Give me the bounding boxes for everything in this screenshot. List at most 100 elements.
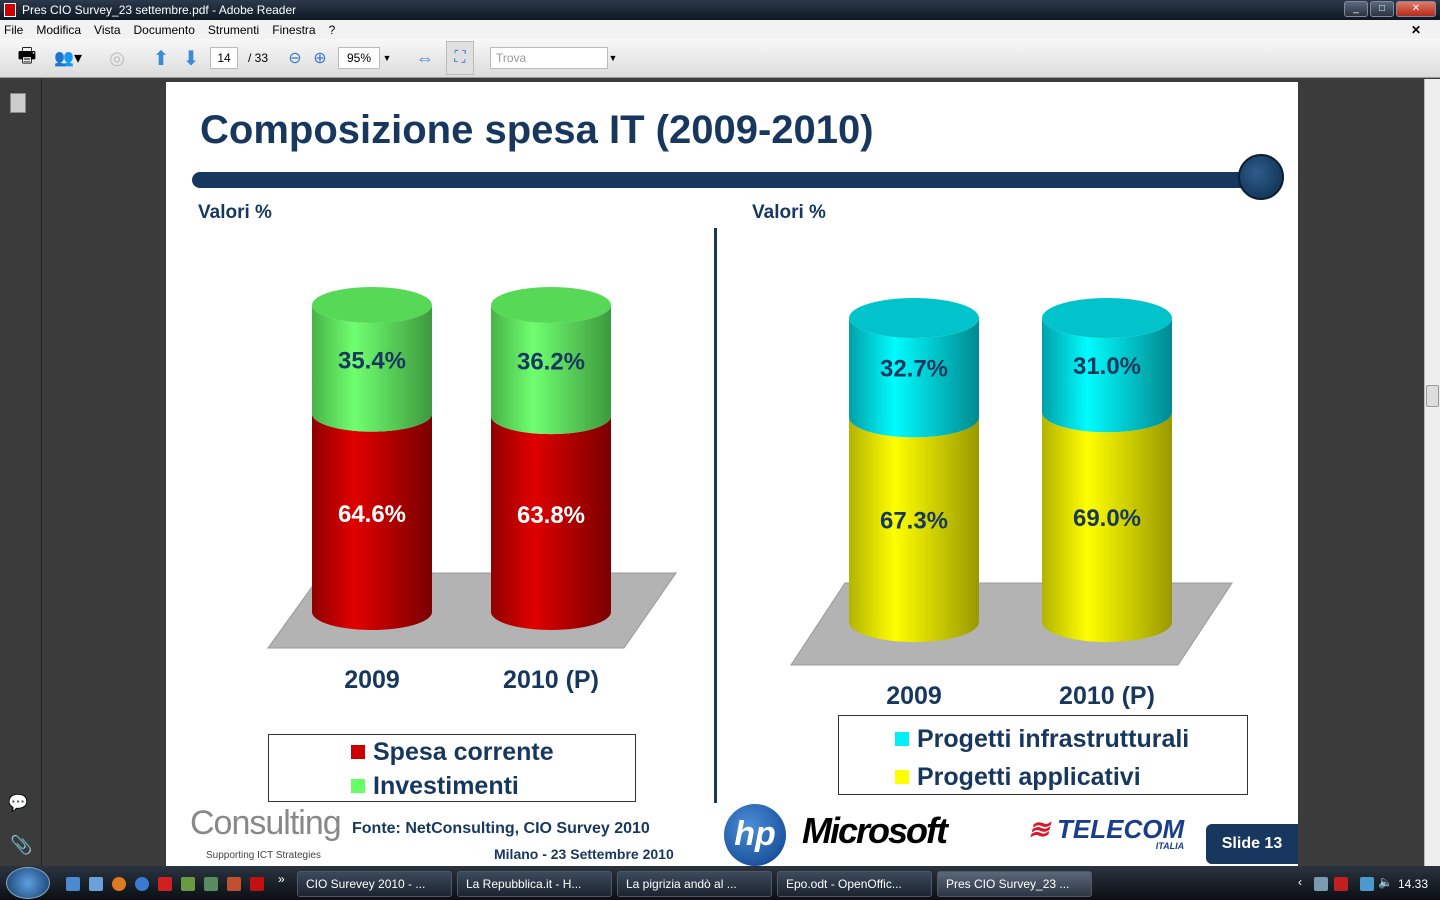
- zoom-in-icon[interactable]: ⊕: [313, 50, 327, 67]
- attachment-icon[interactable]: 📎: [10, 835, 33, 855]
- window-title: Pres CIO Survey_23 settembre.pdf - Adobe…: [22, 3, 297, 17]
- bar-segment: [312, 413, 432, 630]
- fit-width-icon[interactable]: ⇔: [416, 47, 434, 68]
- cylinder-2010-P-: 63.8% 36.2%: [491, 287, 611, 630]
- print-icon[interactable]: 🖶: [17, 45, 37, 67]
- bar-segment: [1042, 318, 1172, 433]
- next-page-icon[interactable]: ⬇: [182, 47, 200, 70]
- minimize-button[interactable]: _: [1344, 1, 1368, 17]
- legend-item: Spesa corrente: [269, 735, 635, 769]
- acrobat-icon[interactable]: [250, 877, 264, 891]
- charts-svg: 64.6% 35.4% 2009 63.8% 36.2% 2010 (P) 67.3% 32.…: [267, 287, 1233, 710]
- bar-segment: [491, 416, 611, 630]
- zoom-out-icon[interactable]: ⊖: [288, 50, 302, 67]
- task-pigrizia[interactable]: La pigrizia andò al ...: [617, 871, 772, 897]
- close-document-icon[interactable]: ✕: [1410, 22, 1421, 37]
- fit-page-icon[interactable]: ⛶: [446, 41, 474, 75]
- menu-help[interactable]: ?: [328, 22, 336, 37]
- legend-label: Progetti applicativi: [917, 762, 1141, 791]
- collaborate-icon[interactable]: ◎: [109, 47, 125, 68]
- taskbar: » CIO Surevey 2010 - ... La Repubblica.i…: [0, 866, 1440, 900]
- vertical-scrollbar[interactable]: [1424, 79, 1440, 866]
- category-label: 2010 (P): [1059, 682, 1155, 710]
- task-repubblica[interactable]: La Repubblica.it - H...: [457, 871, 612, 897]
- category-label: 2009: [344, 666, 400, 694]
- zoom-dropdown-icon[interactable]: ▼: [382, 53, 392, 63]
- menu-file[interactable]: File: [4, 22, 24, 37]
- telecom-waves-icon: ≋: [1028, 814, 1058, 844]
- task-cio-survey[interactable]: CIO Surevey 2010 - ...: [297, 871, 452, 897]
- cylinder-2010-P-: 69.0% 31.0%: [1042, 298, 1172, 642]
- title-bar-knob: [1238, 154, 1284, 200]
- impress-icon[interactable]: [227, 877, 241, 891]
- cylinder-top: [312, 287, 432, 323]
- slide-number: Slide 13: [1206, 824, 1298, 864]
- tray-expand-icon[interactable]: ‹: [1298, 875, 1302, 889]
- bar-segment: [849, 318, 979, 438]
- data-label: 69.0%: [1073, 505, 1141, 532]
- pages-icon[interactable]: [10, 93, 26, 113]
- calc-icon[interactable]: [181, 877, 195, 891]
- menu-modifica[interactable]: Modifica: [36, 22, 82, 37]
- clock: 14.33: [1397, 877, 1428, 891]
- telecom-logo-sub: ITALIA: [1155, 841, 1185, 851]
- netconsulting-logo: Consulting Supporting ICT Strategies: [190, 804, 342, 861]
- legend-item: Progetti infrastrutturali: [839, 720, 1247, 758]
- start-button[interactable]: [6, 867, 50, 899]
- legend-label: Progetti infrastrutturali: [917, 724, 1190, 753]
- task-epo-odt[interactable]: Epo.odt - OpenOffic...: [777, 871, 932, 897]
- legend-item: Progetti applicativi: [839, 758, 1247, 796]
- bar-segment: [491, 305, 611, 435]
- close-button[interactable]: ✕: [1396, 1, 1436, 17]
- right-units-label: Valori %: [752, 202, 826, 223]
- data-label: 64.6%: [338, 501, 406, 528]
- data-label: 35.4%: [338, 347, 406, 374]
- cylinder-top: [491, 287, 611, 323]
- cylinder-top: [849, 298, 979, 338]
- share-icon[interactable]: 👥▾: [54, 50, 82, 67]
- show-desktop-icon[interactable]: [66, 877, 80, 891]
- app-icon[interactable]: [158, 877, 172, 891]
- left-units-label: Valori %: [198, 202, 272, 223]
- legend-swatch: [351, 745, 365, 759]
- search-input[interactable]: Trova: [490, 47, 608, 69]
- legend-label: Spesa corrente: [373, 737, 554, 766]
- tray-icon[interactable]: [1314, 877, 1328, 891]
- menu-documento[interactable]: Documento: [133, 22, 195, 37]
- bar-segment: [849, 417, 979, 642]
- search-dropdown-icon[interactable]: ▼: [608, 53, 618, 63]
- browser-icon[interactable]: [135, 877, 149, 891]
- netconsulting-logo-text: Consulting: [190, 804, 342, 842]
- volume-icon[interactable]: 🔈: [1378, 875, 1393, 889]
- menu-finestra[interactable]: Finestra: [272, 22, 316, 37]
- legend-left: Spesa corrente Investimenti: [268, 734, 636, 802]
- maximize-button[interactable]: □: [1370, 1, 1394, 17]
- title-underline-bar: [192, 172, 1262, 188]
- tray-acrobat-icon[interactable]: [1334, 877, 1348, 891]
- zoom-input[interactable]: 95%: [338, 47, 380, 69]
- legend-swatch: [351, 779, 365, 793]
- cylinder-2009: 64.6% 35.4%: [312, 287, 432, 630]
- network-icon[interactable]: [1360, 877, 1374, 891]
- legend-right: Progetti infrastrutturali Progetti appli…: [838, 715, 1248, 795]
- explorer-icon[interactable]: [89, 877, 103, 891]
- page-total: / 33: [247, 51, 268, 65]
- menu-strumenti[interactable]: Strumenti: [207, 22, 260, 37]
- firefox-icon[interactable]: [112, 877, 126, 891]
- cylinder-2009: 67.3% 32.7%: [849, 298, 979, 642]
- task-adobe-reader[interactable]: Pres CIO Survey_23 ...: [937, 871, 1092, 897]
- scrollbar-thumb[interactable]: [1426, 385, 1439, 407]
- pdf-page: Composizione spesa IT (2009-2010) Valori…: [166, 82, 1298, 866]
- legend-swatch: [895, 732, 909, 746]
- more-icon[interactable]: »: [278, 872, 285, 886]
- comments-icon[interactable]: 💬: [8, 795, 28, 812]
- data-label: 36.2%: [517, 349, 585, 376]
- data-label: 32.7%: [880, 356, 948, 383]
- menu-bar: File Modifica Vista Documento Strumenti …: [0, 20, 1440, 39]
- writer-icon[interactable]: [204, 877, 218, 891]
- page-number-input[interactable]: 14: [210, 47, 238, 69]
- menu-vista[interactable]: Vista: [94, 22, 121, 37]
- category-label: 2009: [886, 682, 942, 710]
- telecom-logo: ≋ TELECOM ITALIA: [1028, 814, 1184, 851]
- previous-page-icon[interactable]: ⬆: [152, 47, 170, 70]
